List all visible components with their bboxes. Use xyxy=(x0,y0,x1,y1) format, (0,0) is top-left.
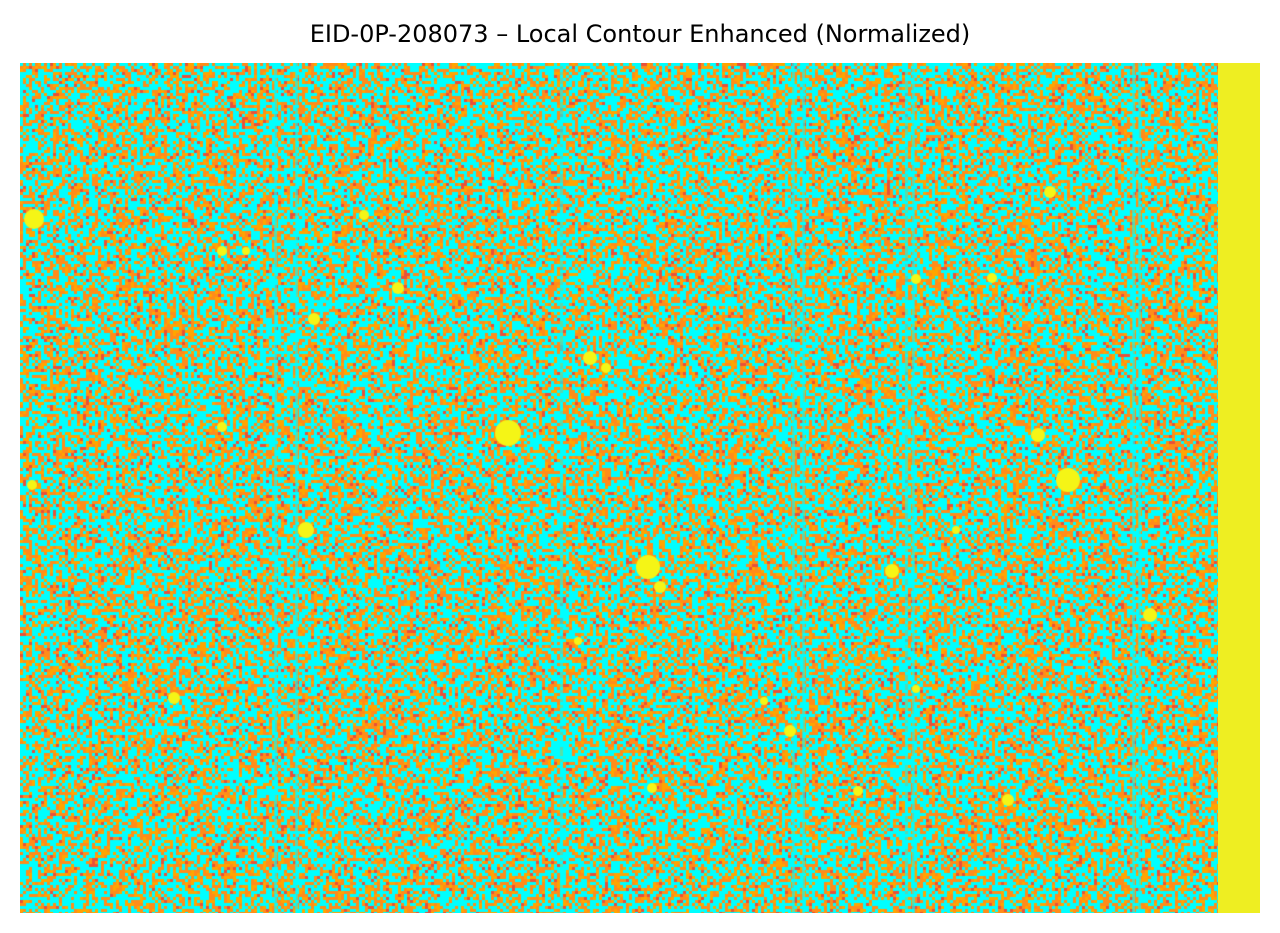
false-color-image xyxy=(20,63,1260,913)
right-edge-strip xyxy=(1218,63,1260,913)
noise-texture-canvas xyxy=(20,63,1218,913)
figure-title: EID-0P-208073 – Local Contour Enhanced (… xyxy=(309,20,971,48)
